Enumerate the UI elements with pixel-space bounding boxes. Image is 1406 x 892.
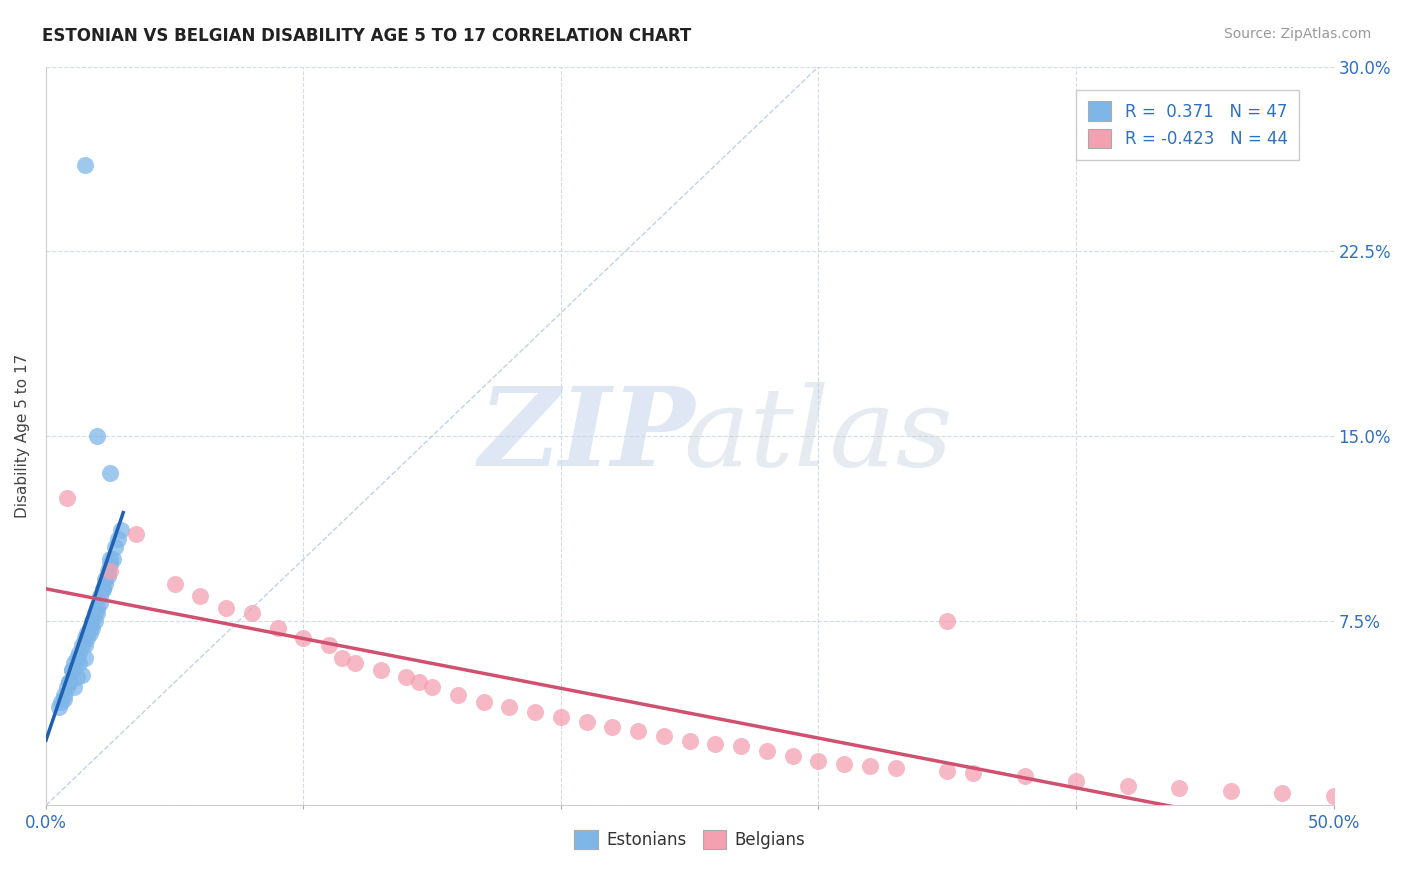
- Point: [91, 582, 114, 596]
- Point: [82, 614, 104, 628]
- Point: [782, 749, 804, 764]
- Point: [98, 552, 121, 566]
- Point: [70, 668, 93, 682]
- Point: [86, 607, 108, 621]
- Text: ESTONIAN VS BELGIAN DISABILITY AGE 5 TO 17 CORRELATION CHART: ESTONIAN VS BELGIAN DISABILITY AGE 5 TO …: [42, 27, 692, 45]
- Point: [190, 589, 212, 603]
- Point: [1322, 789, 1344, 803]
- Point: [60, 663, 83, 677]
- Text: ZIP: ZIP: [478, 383, 695, 490]
- Point: [82, 621, 104, 635]
- Point: [63, 656, 86, 670]
- Point: [343, 656, 366, 670]
- Point: [240, 607, 263, 621]
- Point: [69, 646, 91, 660]
- Point: [73, 638, 96, 652]
- Point: [163, 576, 186, 591]
- Point: [98, 565, 121, 579]
- Point: [104, 540, 127, 554]
- Point: [98, 557, 121, 571]
- Point: [370, 663, 392, 677]
- Point: [1271, 786, 1294, 800]
- Point: [330, 650, 353, 665]
- Point: [1116, 779, 1139, 793]
- Point: [962, 766, 984, 780]
- Point: [602, 720, 624, 734]
- Point: [94, 572, 117, 586]
- Point: [89, 589, 111, 603]
- Point: [756, 744, 779, 758]
- Point: [48, 699, 70, 714]
- Point: [97, 565, 120, 579]
- Point: [936, 614, 959, 628]
- Legend: R =  0.371   N = 47, R = -0.423   N = 44: R = 0.371 N = 47, R = -0.423 N = 44: [1077, 90, 1299, 160]
- Point: [51, 695, 73, 709]
- Point: [575, 714, 598, 729]
- Point: [79, 621, 101, 635]
- Point: [69, 656, 91, 670]
- Point: [807, 754, 830, 768]
- Point: [55, 680, 77, 694]
- Point: [1064, 773, 1087, 788]
- Point: [53, 688, 76, 702]
- Point: [63, 680, 86, 694]
- Point: [110, 523, 132, 537]
- Point: [76, 631, 98, 645]
- Point: [73, 650, 96, 665]
- Point: [76, 626, 98, 640]
- Point: [66, 650, 89, 665]
- Point: [318, 638, 340, 652]
- Point: [395, 670, 418, 684]
- Point: [832, 756, 855, 771]
- Point: [267, 621, 290, 635]
- Point: [524, 705, 547, 719]
- Point: [472, 695, 495, 709]
- Point: [1014, 769, 1036, 783]
- Point: [1168, 781, 1191, 796]
- Point: [859, 759, 882, 773]
- Point: [420, 680, 443, 694]
- Y-axis label: Disability Age 5 to 17: Disability Age 5 to 17: [15, 354, 30, 518]
- Point: [91, 582, 114, 596]
- Point: [125, 527, 148, 541]
- Point: [679, 734, 702, 748]
- Point: [101, 552, 124, 566]
- Point: [408, 675, 430, 690]
- Text: atlas: atlas: [683, 383, 953, 490]
- Point: [83, 614, 105, 628]
- Point: [498, 699, 520, 714]
- Point: [89, 597, 111, 611]
- Point: [66, 670, 89, 684]
- Point: [73, 158, 96, 172]
- Point: [884, 761, 907, 775]
- Point: [652, 730, 675, 744]
- Point: [447, 688, 470, 702]
- Point: [97, 569, 120, 583]
- Point: [936, 764, 959, 778]
- Point: [79, 626, 101, 640]
- Point: [107, 533, 129, 547]
- Point: [55, 491, 77, 505]
- Point: [1219, 783, 1241, 797]
- Point: [70, 638, 93, 652]
- Point: [292, 631, 315, 645]
- Point: [86, 429, 108, 443]
- Point: [704, 737, 727, 751]
- Point: [58, 675, 80, 690]
- Point: [58, 675, 80, 690]
- Point: [86, 601, 108, 615]
- Point: [60, 663, 83, 677]
- Point: [627, 724, 650, 739]
- Point: [94, 576, 117, 591]
- Point: [550, 709, 572, 723]
- Point: [98, 466, 121, 480]
- Point: [730, 739, 752, 754]
- Point: [215, 601, 238, 615]
- Point: [73, 631, 96, 645]
- Text: Source: ZipAtlas.com: Source: ZipAtlas.com: [1223, 27, 1371, 41]
- Point: [83, 607, 105, 621]
- Point: [53, 692, 76, 706]
